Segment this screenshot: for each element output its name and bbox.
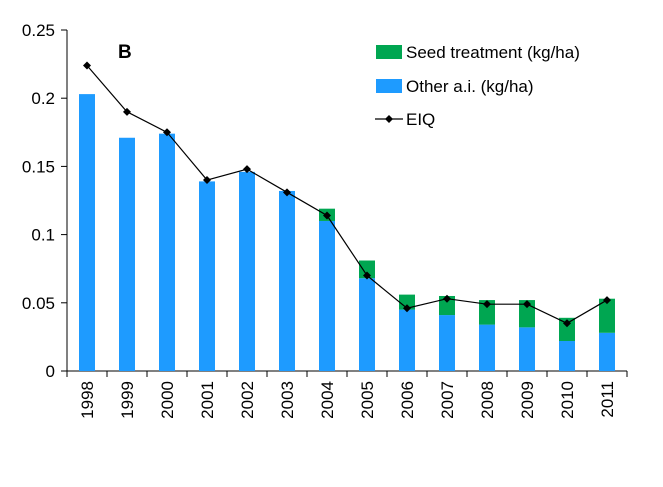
bar-other-ai bbox=[519, 327, 535, 371]
eiq-marker bbox=[443, 294, 451, 303]
eiq-marker bbox=[203, 176, 211, 185]
eiq-marker bbox=[603, 296, 611, 305]
bar-other-ai bbox=[359, 278, 375, 371]
y-tick-label: 0.25 bbox=[22, 21, 55, 40]
bar-other-ai bbox=[319, 220, 335, 371]
y-tick-label: 0.2 bbox=[31, 89, 55, 108]
legend-other-ai: Other a.i. (kg/ha) bbox=[376, 77, 534, 96]
eiq-marker bbox=[163, 128, 171, 137]
panel-label: B bbox=[118, 42, 132, 63]
x-tick-label: 1998 bbox=[78, 381, 97, 419]
eiq-marker bbox=[563, 319, 571, 328]
bar-other-ai bbox=[119, 137, 135, 371]
eiq-marker bbox=[523, 300, 531, 309]
bars bbox=[79, 94, 615, 371]
eiq-marker bbox=[403, 304, 411, 313]
x-tick-label: 2006 bbox=[398, 381, 417, 419]
bar-seed-treatment bbox=[559, 317, 575, 341]
bar-other-ai bbox=[199, 181, 215, 371]
bar-seed-treatment bbox=[399, 294, 415, 310]
y-tick-label: 0.1 bbox=[31, 226, 55, 245]
legend-label: Seed treatment (kg/ha) bbox=[406, 43, 580, 62]
x-tick-label: 2002 bbox=[238, 381, 257, 419]
x-tick-label: 2007 bbox=[438, 381, 457, 419]
eiq-marker bbox=[83, 61, 91, 70]
bar-other-ai bbox=[399, 309, 415, 371]
bar-seed-treatment bbox=[479, 300, 495, 325]
legend-marker bbox=[385, 115, 393, 123]
eiq-line bbox=[86, 65, 608, 324]
eiq-marker bbox=[483, 300, 491, 309]
x-tick-label: 2005 bbox=[358, 381, 377, 419]
bar-other-ai bbox=[559, 340, 575, 371]
bar-seed-treatment bbox=[519, 300, 535, 328]
x-tick-label: 2004 bbox=[318, 381, 337, 419]
eiq-marker bbox=[243, 165, 251, 174]
legend-eiq: EIQ bbox=[375, 110, 435, 129]
y-tick-label: 0.05 bbox=[22, 294, 55, 313]
x-tick-label: 1999 bbox=[118, 381, 137, 419]
bar-other-ai bbox=[279, 190, 295, 371]
bar-other-ai bbox=[479, 324, 495, 371]
x-tick-label: 2001 bbox=[198, 381, 217, 419]
bar-other-ai bbox=[439, 315, 455, 371]
eiq-series bbox=[83, 61, 611, 328]
bar-other-ai bbox=[239, 171, 255, 371]
legend: Seed treatment (kg/ha) Other a.i. (kg/ha)… bbox=[375, 43, 580, 129]
legend-label: Other a.i. (kg/ha) bbox=[406, 77, 534, 96]
y-tick-label: 0 bbox=[46, 362, 55, 381]
x-tick-label: 2003 bbox=[278, 381, 297, 419]
y-tick-label: 0.15 bbox=[22, 157, 55, 176]
x-tick-label: 2008 bbox=[478, 381, 497, 419]
y-axis: 0 0.05 0.1 0.15 0.2 0.25 bbox=[22, 21, 68, 381]
legend-swatch bbox=[376, 45, 402, 59]
bar-seed-treatment bbox=[439, 295, 455, 316]
bar-seed-treatment bbox=[599, 298, 615, 333]
x-tick-label: 2010 bbox=[558, 381, 577, 419]
eiq-marker bbox=[123, 107, 131, 116]
eiq-marker bbox=[363, 271, 371, 280]
x-tick-label: 2011 bbox=[598, 381, 617, 418]
legend-label: EIQ bbox=[406, 110, 435, 129]
bar-other-ai bbox=[599, 332, 615, 371]
legend-seed-treatment: Seed treatment (kg/ha) bbox=[376, 43, 580, 62]
legend-swatch bbox=[376, 79, 402, 93]
bar-seed-treatment bbox=[359, 260, 375, 279]
eiq-marker bbox=[323, 211, 331, 220]
bar-other-ai bbox=[159, 133, 175, 371]
x-axis: 1998 1999 2000 2001 2002 2003 2004 2005 2006 2007… bbox=[66, 370, 628, 419]
eiq-marker bbox=[283, 188, 291, 197]
x-tick-label: 2009 bbox=[518, 381, 537, 419]
bar-other-ai bbox=[79, 94, 95, 371]
x-tick-label: 2000 bbox=[158, 381, 177, 419]
